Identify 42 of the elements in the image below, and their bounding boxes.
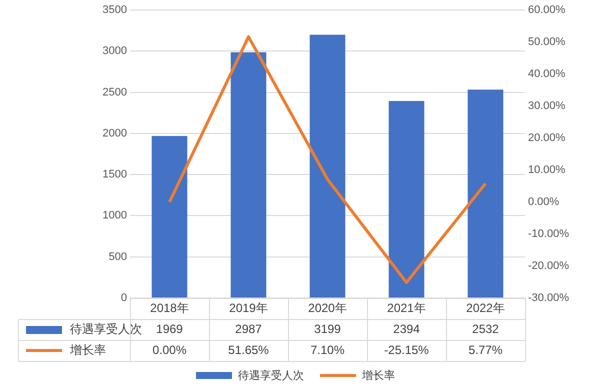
x-tick-label: 2021年 xyxy=(387,300,426,315)
y2-tick-label: 50.00% xyxy=(528,36,566,48)
bar xyxy=(468,90,504,298)
y2-tick-label: 60.00% xyxy=(528,4,566,16)
bar xyxy=(230,52,266,298)
data-label: 7.10% xyxy=(310,342,345,357)
x-tick-label: 2019年 xyxy=(229,300,268,315)
x-tick-label: 2020年 xyxy=(308,300,347,315)
data-label: 0.00% xyxy=(152,342,187,357)
data-label: 2532 xyxy=(472,322,500,336)
y-tick-label: 1000 xyxy=(102,210,127,222)
legend-label: 增长率 xyxy=(362,368,395,383)
data-label: 2394 xyxy=(393,322,420,336)
y2-tick-label: 10.00% xyxy=(528,164,566,176)
bar xyxy=(310,34,346,298)
y2-tick-label: -20.00% xyxy=(528,260,570,272)
y-tick-label: 0 xyxy=(120,292,127,304)
y2-tick-label: -10.00% xyxy=(528,228,570,240)
y2-tick-label: 0.00% xyxy=(528,196,560,208)
y-tick-label: 1500 xyxy=(102,168,127,181)
data-label: 51.65% xyxy=(228,342,270,357)
y2-tick-label: 30.00% xyxy=(528,100,566,112)
y2-tick-label: 40.00% xyxy=(528,68,566,80)
y-tick-label: 2000 xyxy=(102,127,127,140)
text: 待遇享受人次 xyxy=(238,370,304,382)
y-tick-label: 3000 xyxy=(102,45,127,58)
y-tick-label: 3500 xyxy=(102,4,127,16)
text: 增长率 xyxy=(70,342,106,357)
data-label: -25.15% xyxy=(384,342,430,357)
data-label: 2987 xyxy=(235,322,262,336)
y-tick-label: 500 xyxy=(108,250,127,263)
data-label: 3199 xyxy=(314,322,342,336)
bar xyxy=(152,136,188,298)
data-label: 5.77% xyxy=(468,342,503,357)
y2-tick-label: -30.00% xyxy=(528,292,570,304)
y2-tick-label: 20.00% xyxy=(528,132,566,144)
bar xyxy=(388,101,424,298)
x-tick-label: 2018年 xyxy=(150,300,189,315)
x-tick-label: 2022年 xyxy=(466,300,505,315)
legend-label: 待遇享受人次 xyxy=(70,322,142,336)
y-tick-label: 2500 xyxy=(102,86,127,98)
data-label: 1969 xyxy=(156,322,184,336)
